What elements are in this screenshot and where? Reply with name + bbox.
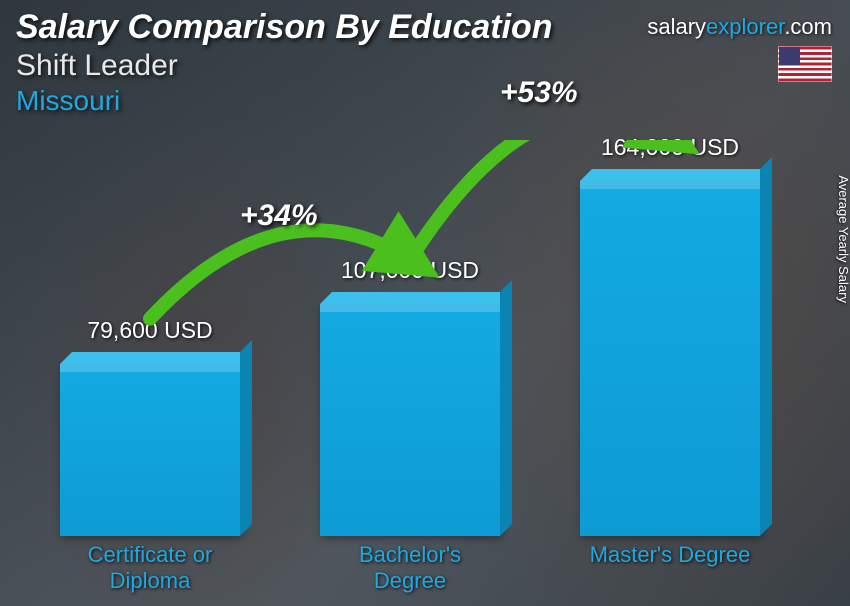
location: Missouri bbox=[16, 85, 834, 117]
bar-value: 79,600 USD bbox=[60, 317, 240, 344]
bar-value: 164,000 USD bbox=[580, 134, 760, 161]
us-flag-icon bbox=[778, 46, 832, 82]
job-title: Shift Leader bbox=[16, 49, 834, 83]
brand-prefix: salary bbox=[647, 14, 706, 39]
bar bbox=[60, 364, 240, 536]
bar-label: Bachelor's Degree bbox=[320, 542, 500, 595]
brand-accent: explorer bbox=[706, 14, 784, 39]
bar-label: Master's Degree bbox=[580, 542, 760, 568]
bar-value: 107,000 USD bbox=[320, 257, 500, 284]
brand-suffix: .com bbox=[784, 14, 832, 39]
increase-label: +53% bbox=[500, 76, 578, 110]
chart-area: 79,600 USDCertificate or Diploma107,000 … bbox=[40, 140, 790, 586]
brand-logo: salaryexplorer.com bbox=[647, 14, 832, 40]
bar bbox=[580, 181, 760, 536]
bar-label: Certificate or Diploma bbox=[60, 542, 240, 595]
bar bbox=[320, 304, 500, 536]
increase-label: +34% bbox=[240, 199, 318, 233]
y-axis-label: Average Yearly Salary bbox=[837, 175, 850, 303]
